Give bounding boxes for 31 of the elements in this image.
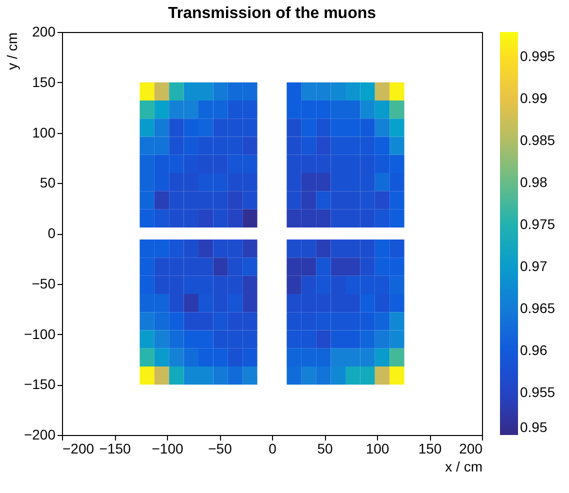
color-bar-label: 0.955 bbox=[520, 384, 556, 400]
x-tick-label: 100 bbox=[366, 440, 390, 456]
x-tick-label: −150 bbox=[99, 440, 131, 456]
y-tick-label: 100 bbox=[32, 124, 56, 140]
color-bar-label: 0.99 bbox=[520, 90, 548, 106]
color-bar-label: 0.975 bbox=[520, 216, 556, 232]
x-tick-label: 200 bbox=[459, 440, 483, 456]
y-tick-label: −150 bbox=[24, 376, 56, 392]
x-tick-label: 0 bbox=[268, 440, 277, 456]
color-bar-label: 0.985 bbox=[520, 132, 556, 148]
color-bar-label: 0.98 bbox=[520, 174, 548, 190]
y-tick-label: 50 bbox=[40, 174, 56, 191]
x-tick-label: −200 bbox=[62, 440, 94, 456]
y-tick-label: −50 bbox=[32, 275, 56, 292]
y-tick-label: −100 bbox=[24, 326, 56, 342]
y-tick-label: 150 bbox=[32, 74, 56, 90]
color-bar-label: 0.995 bbox=[520, 48, 556, 64]
color-bar-label: 0.96 bbox=[520, 342, 548, 358]
y-tick-label: 0 bbox=[48, 225, 56, 241]
x-tick-label: −50 bbox=[208, 440, 232, 456]
y-axis-title: y / cm bbox=[4, 32, 20, 70]
color-bar-label: 0.95 bbox=[520, 419, 548, 435]
x-axis-title: x / cm bbox=[445, 458, 482, 474]
color-bar-label: 0.97 bbox=[520, 258, 548, 274]
color-bar-label: 0.965 bbox=[520, 300, 556, 316]
x-tick-label: −100 bbox=[152, 440, 184, 456]
y-tick-label: −200 bbox=[24, 426, 56, 442]
x-tick-label: 50 bbox=[317, 440, 333, 456]
chart-title: Transmission of the muons bbox=[168, 5, 376, 22]
x-tick-label: 150 bbox=[418, 440, 442, 456]
y-tick-label: 200 bbox=[32, 24, 56, 40]
